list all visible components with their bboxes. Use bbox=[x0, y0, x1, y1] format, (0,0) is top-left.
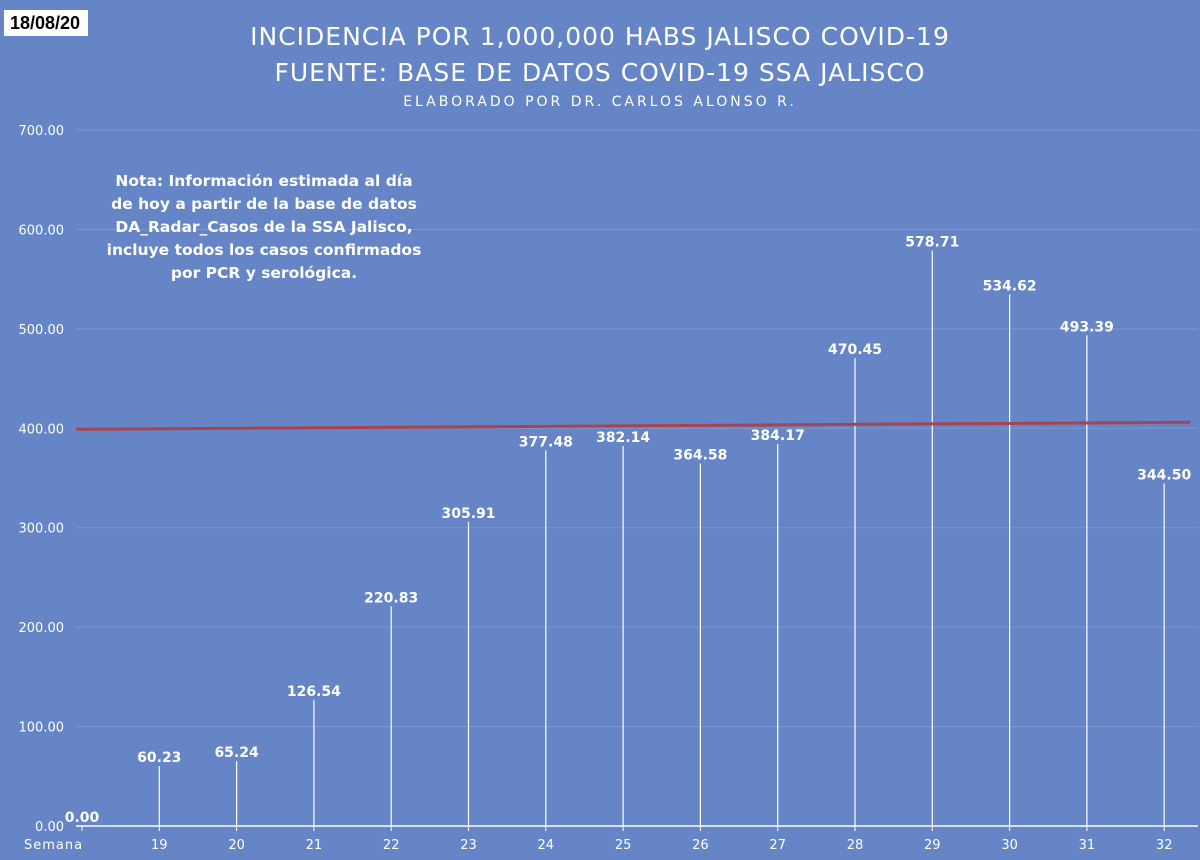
y-tick-label: 200.00 bbox=[19, 621, 65, 636]
data-label: 384.17 bbox=[751, 428, 805, 444]
x-tick-label: 20 bbox=[228, 838, 245, 853]
data-label: 0.00 bbox=[65, 810, 100, 826]
data-label: 493.39 bbox=[1060, 319, 1114, 335]
x-tick-label: 22 bbox=[383, 838, 400, 853]
data-label: 126.54 bbox=[287, 684, 341, 700]
y-tick-label: 400.00 bbox=[19, 422, 65, 437]
x-tick-label: 21 bbox=[306, 838, 323, 853]
y-tick-label: 600.00 bbox=[19, 223, 65, 238]
chart-title: INCIDENCIA POR 1,000,000 HABS JALISCO CO… bbox=[250, 22, 950, 51]
y-tick-label: 100.00 bbox=[19, 721, 65, 736]
chart-subtitle: FUENTE: BASE DE DATOS COVID-19 SSA JALIS… bbox=[274, 58, 926, 87]
data-label: 305.91 bbox=[441, 506, 495, 522]
x-tick-label: 32 bbox=[1156, 838, 1173, 853]
x-tick-label: 23 bbox=[460, 838, 477, 853]
y-tick-label: 300.00 bbox=[19, 522, 65, 537]
x-axis-label: Semana bbox=[24, 838, 83, 853]
x-tick-label: 30 bbox=[1001, 838, 1018, 853]
data-label: 534.62 bbox=[983, 278, 1037, 294]
x-tick-label: 24 bbox=[538, 838, 555, 853]
data-label: 220.83 bbox=[364, 590, 418, 606]
x-tick-label: 26 bbox=[692, 838, 709, 853]
y-tick-label: 700.00 bbox=[19, 124, 65, 139]
data-label: 470.45 bbox=[828, 342, 882, 358]
data-label: 382.14 bbox=[596, 430, 650, 446]
x-tick-label: 31 bbox=[1079, 838, 1096, 853]
date-label: 18/08/20 bbox=[4, 10, 89, 36]
data-label: 364.58 bbox=[673, 448, 727, 464]
data-label: 578.71 bbox=[905, 235, 959, 251]
x-tick-label: 27 bbox=[769, 838, 786, 853]
x-tick-label: 25 bbox=[615, 838, 632, 853]
y-tick-label: 0.00 bbox=[35, 820, 64, 835]
x-tick-label: 28 bbox=[847, 838, 864, 853]
x-tick-label: 19 bbox=[151, 838, 168, 853]
data-label: 65.24 bbox=[214, 745, 259, 761]
chart-credit: ELABORADO POR DR. CARLOS ALONSO R. bbox=[403, 94, 797, 110]
x-tick-label: 29 bbox=[924, 838, 941, 853]
data-label: 377.48 bbox=[519, 435, 573, 451]
y-tick-label: 500.00 bbox=[19, 323, 65, 338]
data-label: 60.23 bbox=[137, 750, 181, 766]
chart-note: Nota: Información estimada al día de hoy… bbox=[106, 172, 422, 282]
reference-line bbox=[75, 420, 1191, 431]
data-label: 344.50 bbox=[1137, 467, 1191, 483]
